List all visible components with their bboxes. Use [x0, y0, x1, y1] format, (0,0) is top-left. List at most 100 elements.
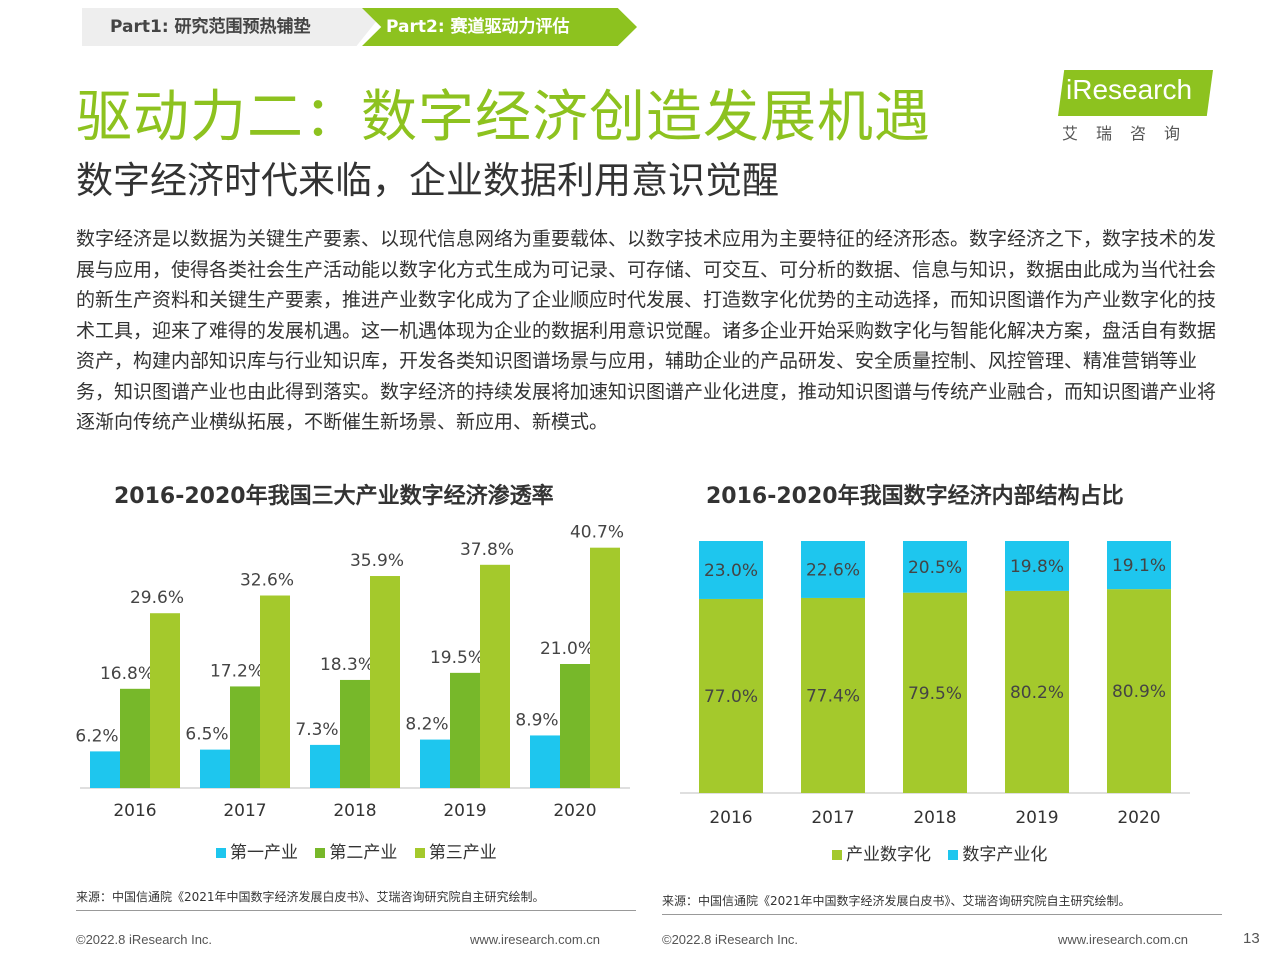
- segment-数字产业化-2019: [1005, 541, 1069, 591]
- data-label-第一产业-2019: 8.2%: [405, 715, 448, 735]
- segment-数字产业化-2016: [699, 541, 763, 599]
- x-tick-label-2016: 2016: [709, 808, 752, 828]
- chart-title-structure: 2016-2020年我国数字经济内部结构占比: [706, 484, 1124, 509]
- nav-tab-part1[interactable]: Part1: 研究范围预热铺垫: [82, 8, 387, 46]
- legend-swatch-primary: [216, 848, 226, 858]
- segment-产业数字化-2019: [1005, 590, 1069, 793]
- legend-label-digital-industrialization: 数字产业化: [962, 845, 1048, 865]
- segment-产业数字化-2020: [1107, 589, 1171, 793]
- data-label-第一产业-2017: 6.5%: [185, 725, 228, 745]
- chart-title-penetration: 2016-2020年我国三大产业数字经济渗透率: [114, 484, 554, 509]
- data-label-第三产业-2017: 32.6%: [240, 571, 294, 591]
- legend-item-primary: 第一产业: [216, 838, 298, 863]
- bar-第二产业-2018: [340, 679, 370, 788]
- x-tick-label-2020: 2020: [553, 801, 596, 821]
- section-nav: Part1: 研究范围预热铺垫 Part2: 赛道驱动力评估: [82, 8, 642, 46]
- data-label-产业数字化-2018: 79.5%: [908, 684, 962, 704]
- legend-label-tertiary: 第三产业: [428, 843, 497, 863]
- legend-structure: 产业数字化 数字产业化: [832, 840, 1059, 865]
- nav-tab-part2[interactable]: Part2: 赛道驱动力评估: [362, 8, 637, 46]
- data-label-第二产业-2018: 18.3%: [320, 655, 374, 675]
- data-label-数字产业化-2019: 19.8%: [1010, 557, 1064, 577]
- data-label-数字产业化-2020: 19.1%: [1112, 556, 1166, 576]
- source-divider-left: [76, 910, 636, 911]
- logo-brand: iResearch: [1066, 74, 1193, 105]
- legend-label-industrial-digitization: 产业数字化: [846, 845, 931, 865]
- x-tick-label-2017: 2017: [223, 801, 266, 821]
- bar-第一产业-2018: [310, 744, 340, 788]
- bar-第三产业-2020: [590, 547, 620, 788]
- legend-swatch-digital-industrialization: [948, 850, 959, 860]
- x-tick-label-2020: 2020: [1117, 808, 1160, 828]
- segment-产业数字化-2018: [903, 592, 967, 793]
- bar-第二产业-2016: [120, 688, 150, 788]
- data-label-产业数字化-2016: 77.0%: [704, 687, 758, 707]
- data-label-数字产业化-2018: 20.5%: [908, 558, 962, 578]
- bar-第三产业-2016: [150, 613, 180, 788]
- bar-第一产业-2020: [530, 735, 560, 788]
- legend-item-secondary: 第二产业: [315, 838, 397, 863]
- body-paragraph: 数字经济是以数据为关键生产要素、以现代信息网络为重要载体、以数字技术应用为主要特…: [76, 228, 1217, 433]
- logo-subtitle: 艾瑞咨询: [1062, 124, 1199, 143]
- x-tick-label-2018: 2018: [333, 801, 376, 821]
- structure-stacked-chart: 77.0% 23.0% 2016 77.4% 22.6% 2017 79.5% 20.5% 20…: [680, 541, 1190, 828]
- data-label-第一产业-2018: 7.3%: [295, 720, 338, 740]
- data-label-第二产业-2016: 16.8%: [100, 664, 154, 684]
- bar-第三产业-2018: [370, 576, 400, 788]
- data-label-数字产业化-2016: 23.0%: [704, 561, 758, 581]
- legend-swatch-industrial-digitization: [832, 850, 842, 860]
- data-label-第三产业-2020: 40.7%: [570, 523, 624, 543]
- footer-copyright-left: ©2022.8 iResearch Inc.: [76, 932, 213, 947]
- penetration-bar-chart: 6.2% 16.8% 29.6% 2016 6.5% 17.2% 32.6% 2017 7.3%…: [75, 523, 630, 821]
- bar-第二产业-2017: [230, 686, 260, 788]
- iresearch-logo: iResearch 艾瑞咨询: [1058, 70, 1218, 150]
- x-tick-label-2016: 2016: [113, 801, 156, 821]
- legend-item-digital-industrialization: 数字产业化: [948, 840, 1047, 865]
- data-label-第一产业-2020: 8.9%: [515, 710, 558, 730]
- segment-数字产业化-2018: [903, 541, 967, 593]
- source-note-left: 来源：中国信通院《2021年中国数字经济发展白皮书》、艾瑞咨询研究院自主研究绘制…: [76, 890, 545, 904]
- data-label-产业数字化-2017: 77.4%: [806, 686, 860, 706]
- data-label-第一产业-2016: 6.2%: [75, 726, 118, 746]
- data-label-第三产业-2016: 29.6%: [130, 588, 184, 608]
- legend-penetration: 第一产业 第二产业 第三产业: [216, 838, 509, 863]
- logo-badge: [1058, 70, 1213, 116]
- page-subtitle: 数字经济时代来临，企业数据利用意识觉醒: [76, 159, 779, 202]
- segment-数字产业化-2020: [1107, 541, 1171, 590]
- page-number: 13: [1243, 930, 1260, 947]
- data-label-第三产业-2018: 35.9%: [350, 551, 404, 571]
- legend-label-primary: 第一产业: [230, 843, 298, 863]
- data-label-第三产业-2019: 37.8%: [460, 540, 514, 560]
- footer-copyright-right: ©2022.8 iResearch Inc.: [662, 932, 799, 947]
- legend-swatch-tertiary: [414, 848, 425, 858]
- bar-第三产业-2017: [260, 595, 290, 788]
- data-label-产业数字化-2020: 80.9%: [1112, 682, 1166, 702]
- x-tick-label-2019: 2019: [1015, 808, 1058, 828]
- bar-第三产业-2019: [480, 564, 510, 788]
- legend-item-industrial-digitization: 产业数字化: [832, 840, 931, 865]
- legend-label-secondary: 第二产业: [329, 843, 398, 863]
- page-title: 驱动力二：数字经济创造发展机遇: [76, 85, 931, 150]
- x-tick-label-2018: 2018: [913, 808, 956, 828]
- segment-产业数字化-2017: [801, 597, 865, 793]
- bar-第二产业-2020: [560, 664, 590, 788]
- bar-第一产业-2016: [90, 751, 120, 788]
- footer-url-right[interactable]: www.iresearch.com.cn: [1058, 932, 1189, 947]
- data-label-第二产业-2017: 17.2%: [210, 661, 264, 681]
- data-label-数字产业化-2017: 22.6%: [806, 560, 860, 580]
- footer-url-left[interactable]: www.iresearch.com.cn: [470, 932, 601, 947]
- source-note-right: 来源：中国信通院《2021年中国数字经济发展白皮书》、艾瑞咨询研究院自主研究绘制…: [662, 894, 1131, 908]
- data-label-第二产业-2019: 19.5%: [430, 648, 484, 668]
- segment-产业数字化-2016: [699, 598, 763, 793]
- data-label-第二产业-2020: 21.0%: [540, 639, 594, 659]
- data-label-产业数字化-2019: 80.2%: [1010, 683, 1064, 703]
- x-tick-label-2017: 2017: [811, 808, 854, 828]
- legend-item-tertiary: 第三产业: [414, 838, 497, 863]
- bar-第一产业-2017: [200, 749, 230, 788]
- x-tick-label-2019: 2019: [443, 801, 486, 821]
- bar-第一产业-2019: [420, 739, 450, 788]
- legend-swatch-secondary: [315, 848, 326, 858]
- source-divider-right: [662, 914, 1222, 915]
- bar-第二产业-2019: [450, 672, 480, 788]
- segment-数字产业化-2017: [801, 541, 865, 598]
